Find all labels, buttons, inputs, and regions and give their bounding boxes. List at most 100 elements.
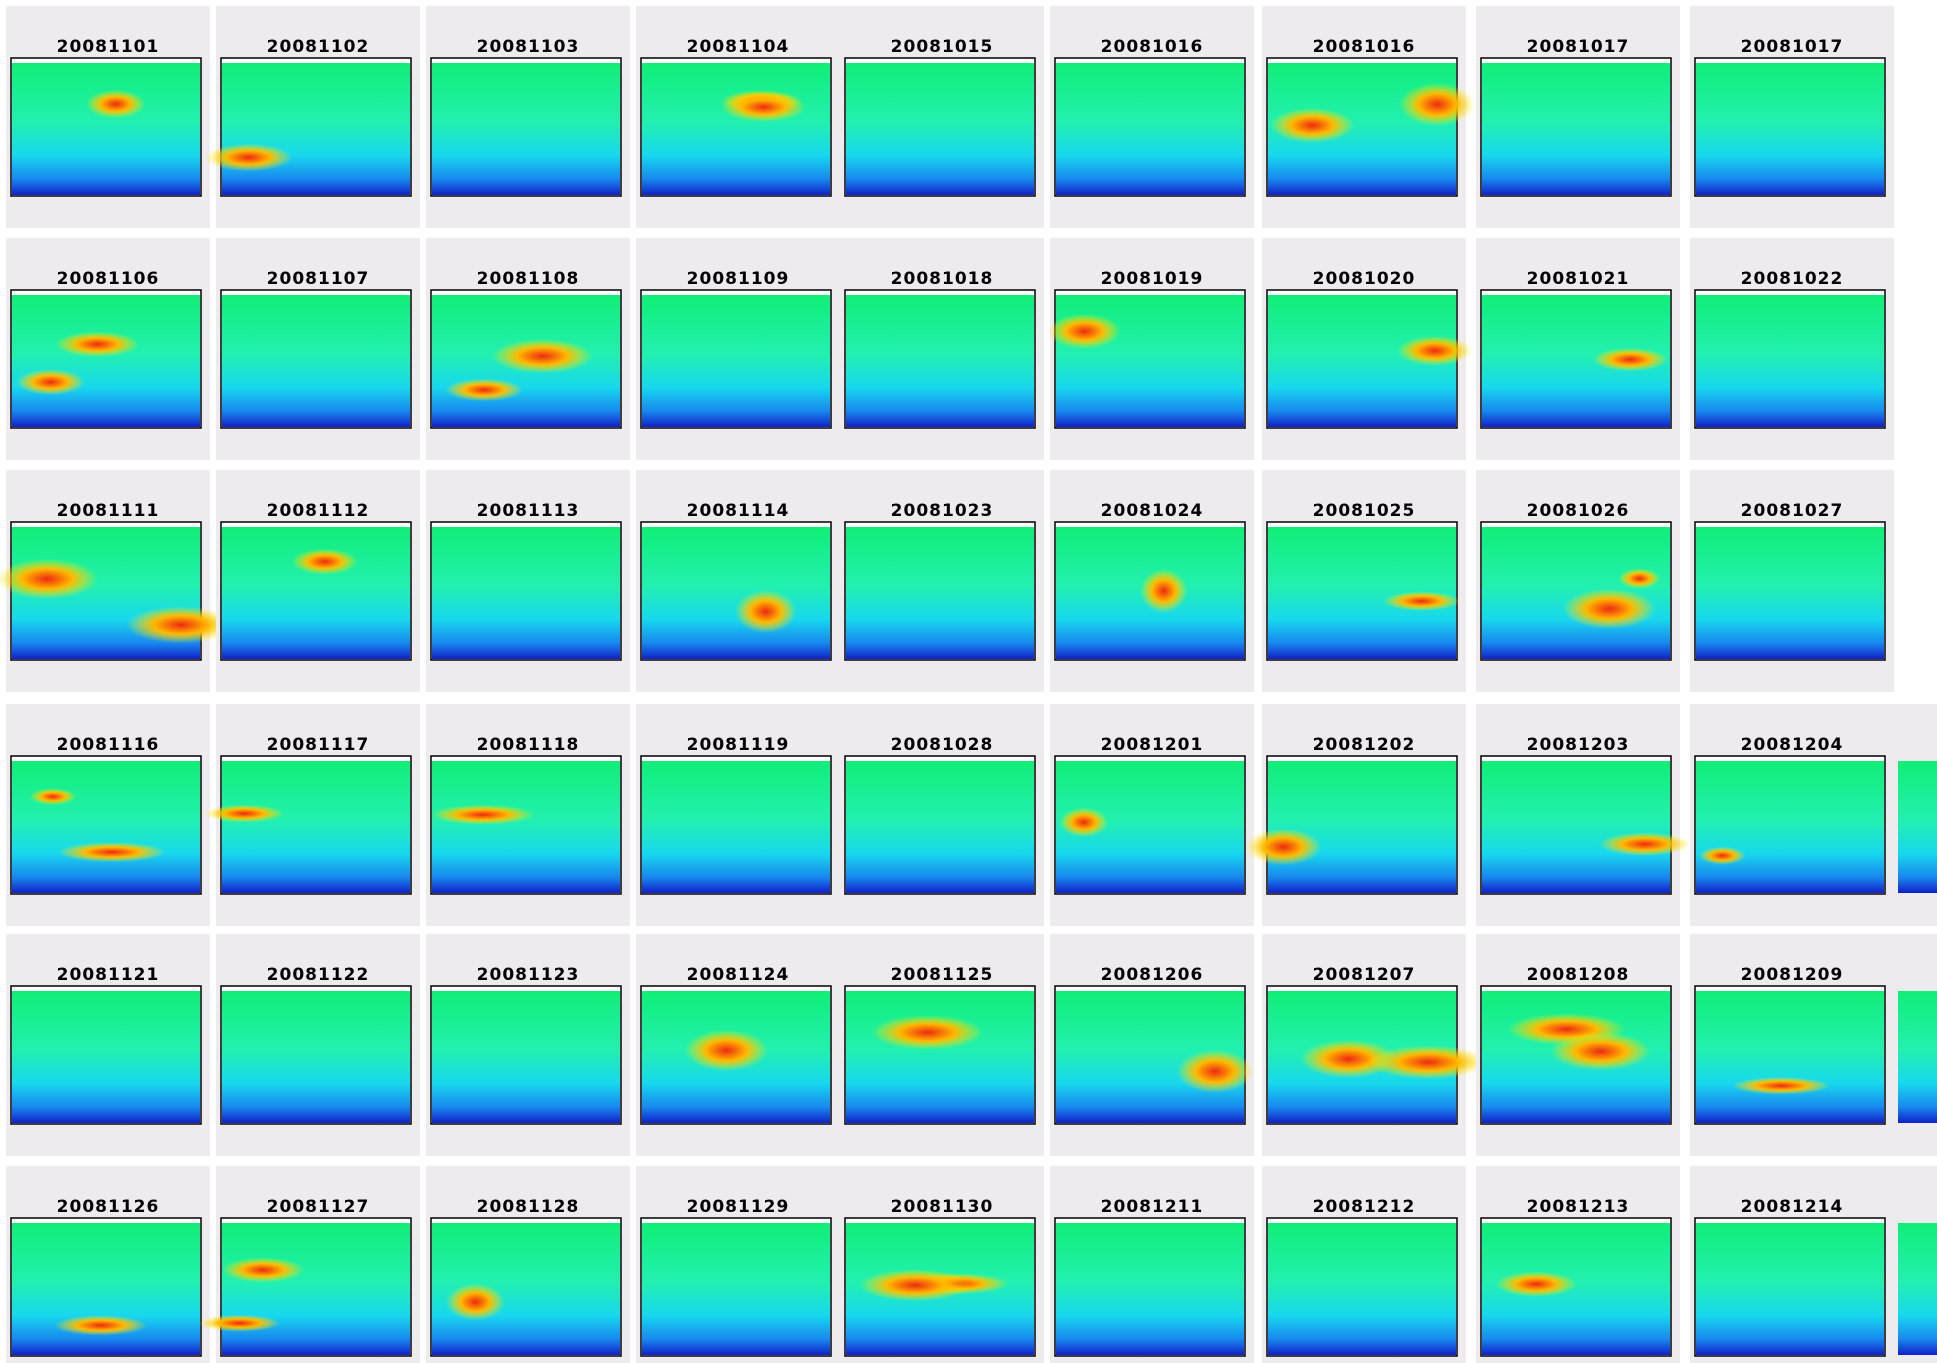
cloud: [205, 805, 284, 823]
cloud: [1618, 568, 1660, 588]
plot-image: [12, 991, 200, 1123]
cloud: [446, 1284, 505, 1321]
panel-date: 20081114: [687, 501, 790, 521]
panel-date: 20081106: [57, 269, 160, 289]
panel-date: 20081124: [687, 965, 790, 985]
panel-date: 20081213: [1527, 1197, 1630, 1217]
cloud: [1270, 108, 1354, 143]
cloud: [1177, 1050, 1254, 1093]
panel-date: 20081116: [57, 735, 160, 755]
cloud: [1599, 832, 1690, 856]
cloud: [199, 1315, 280, 1332]
cloud: [492, 339, 593, 373]
plot-image: [1268, 761, 1456, 893]
panel-date: 20081023: [891, 501, 994, 521]
panel-date: 20081128: [477, 1197, 580, 1217]
cloud: [17, 369, 85, 395]
plot-image: [432, 991, 620, 1123]
plot-image: [1696, 1223, 1884, 1355]
panel-date: 20081016: [1313, 37, 1416, 57]
plot-image: [1696, 295, 1884, 427]
partial-plot: [1898, 991, 1937, 1123]
plot-image: [846, 63, 1034, 195]
panel-date: 20081016: [1101, 37, 1204, 57]
panel-date: 20081103: [477, 37, 580, 57]
panel-date: 20081025: [1313, 501, 1416, 521]
panel-date: 20081022: [1741, 269, 1844, 289]
cloud: [1699, 847, 1746, 865]
panel-date: 20081208: [1527, 965, 1630, 985]
panel-date: 20081017: [1527, 37, 1630, 57]
panel-date: 20081119: [687, 735, 790, 755]
plot-image: [12, 63, 200, 195]
plot-image: [222, 295, 410, 427]
plot-image: [222, 761, 410, 893]
cloud: [30, 788, 77, 805]
panel-date: 20081111: [57, 501, 160, 521]
panel-date: 20081122: [267, 965, 370, 985]
plot-image: [1056, 1223, 1244, 1355]
panel-date: 20081117: [267, 735, 370, 755]
panel-date: 20081109: [687, 269, 790, 289]
partial-plot: [1898, 1223, 1937, 1355]
panel-date: 20081201: [1101, 735, 1204, 755]
panel-date: 20081214: [1741, 1197, 1844, 1217]
plot-image: [432, 63, 620, 195]
cloud: [292, 549, 358, 575]
plot-image: [1696, 527, 1884, 659]
cloud: [205, 144, 292, 172]
panel-date: 20081018: [891, 269, 994, 289]
plot-image: [846, 761, 1034, 893]
panel-date: 20081125: [891, 965, 994, 985]
cloud: [1140, 569, 1187, 613]
panel-date: 20081118: [477, 735, 580, 755]
panel-date: 20081107: [267, 269, 370, 289]
cloud: [1593, 348, 1668, 371]
cloud: [685, 1030, 768, 1071]
thumbnail-grid: 2008110120081102200811032008110420081015…: [0, 0, 1937, 1363]
page: 2008110120081102200811032008110420081015…: [0, 0, 1937, 1363]
panel-date: 20081212: [1313, 1197, 1416, 1217]
plot-image: [432, 761, 620, 893]
panel-date: 20081126: [57, 1197, 160, 1217]
cloud: [1383, 591, 1461, 611]
panel-date: 20081027: [1741, 501, 1844, 521]
plot-image: [1482, 527, 1670, 659]
cloud: [721, 92, 806, 122]
panel-date: 20081211: [1101, 1197, 1204, 1217]
panel-date: 20081104: [687, 37, 790, 57]
cloud: [445, 379, 523, 402]
plot-image: [432, 527, 620, 659]
panel-date: 20081108: [477, 269, 580, 289]
cloud: [1550, 1032, 1650, 1070]
plot-image: [222, 63, 410, 195]
panel-date: 20081129: [687, 1197, 790, 1217]
cloud: [1563, 589, 1656, 629]
panel-date: 20081204: [1741, 735, 1844, 755]
cloud: [859, 1269, 971, 1301]
plot-image: [1482, 63, 1670, 195]
panel-date: 20081017: [1741, 37, 1844, 57]
plot-image: [1482, 761, 1670, 893]
cloud: [58, 842, 165, 862]
plot-image: [642, 1223, 830, 1355]
plot-image: [222, 1223, 410, 1355]
panel-date: 20081207: [1313, 965, 1416, 985]
panel-date: 20081202: [1313, 735, 1416, 755]
cloud: [1048, 314, 1121, 349]
cloud: [1399, 83, 1475, 126]
panel-date: 20081121: [57, 965, 160, 985]
panel-date: 20081028: [891, 735, 994, 755]
cloud: [1059, 808, 1108, 837]
plot-image: [12, 295, 200, 427]
panel-date: 20081127: [267, 1197, 370, 1217]
partial-plot: [1898, 761, 1937, 893]
cloud: [1496, 1272, 1577, 1297]
panel-date: 20081019: [1101, 269, 1204, 289]
panel-date: 20081113: [477, 501, 580, 521]
plot-image: [642, 761, 830, 893]
plot-image: [222, 991, 410, 1123]
panel-date: 20081024: [1101, 501, 1204, 521]
panel-date: 20081130: [891, 1197, 994, 1217]
cloud: [0, 559, 98, 599]
